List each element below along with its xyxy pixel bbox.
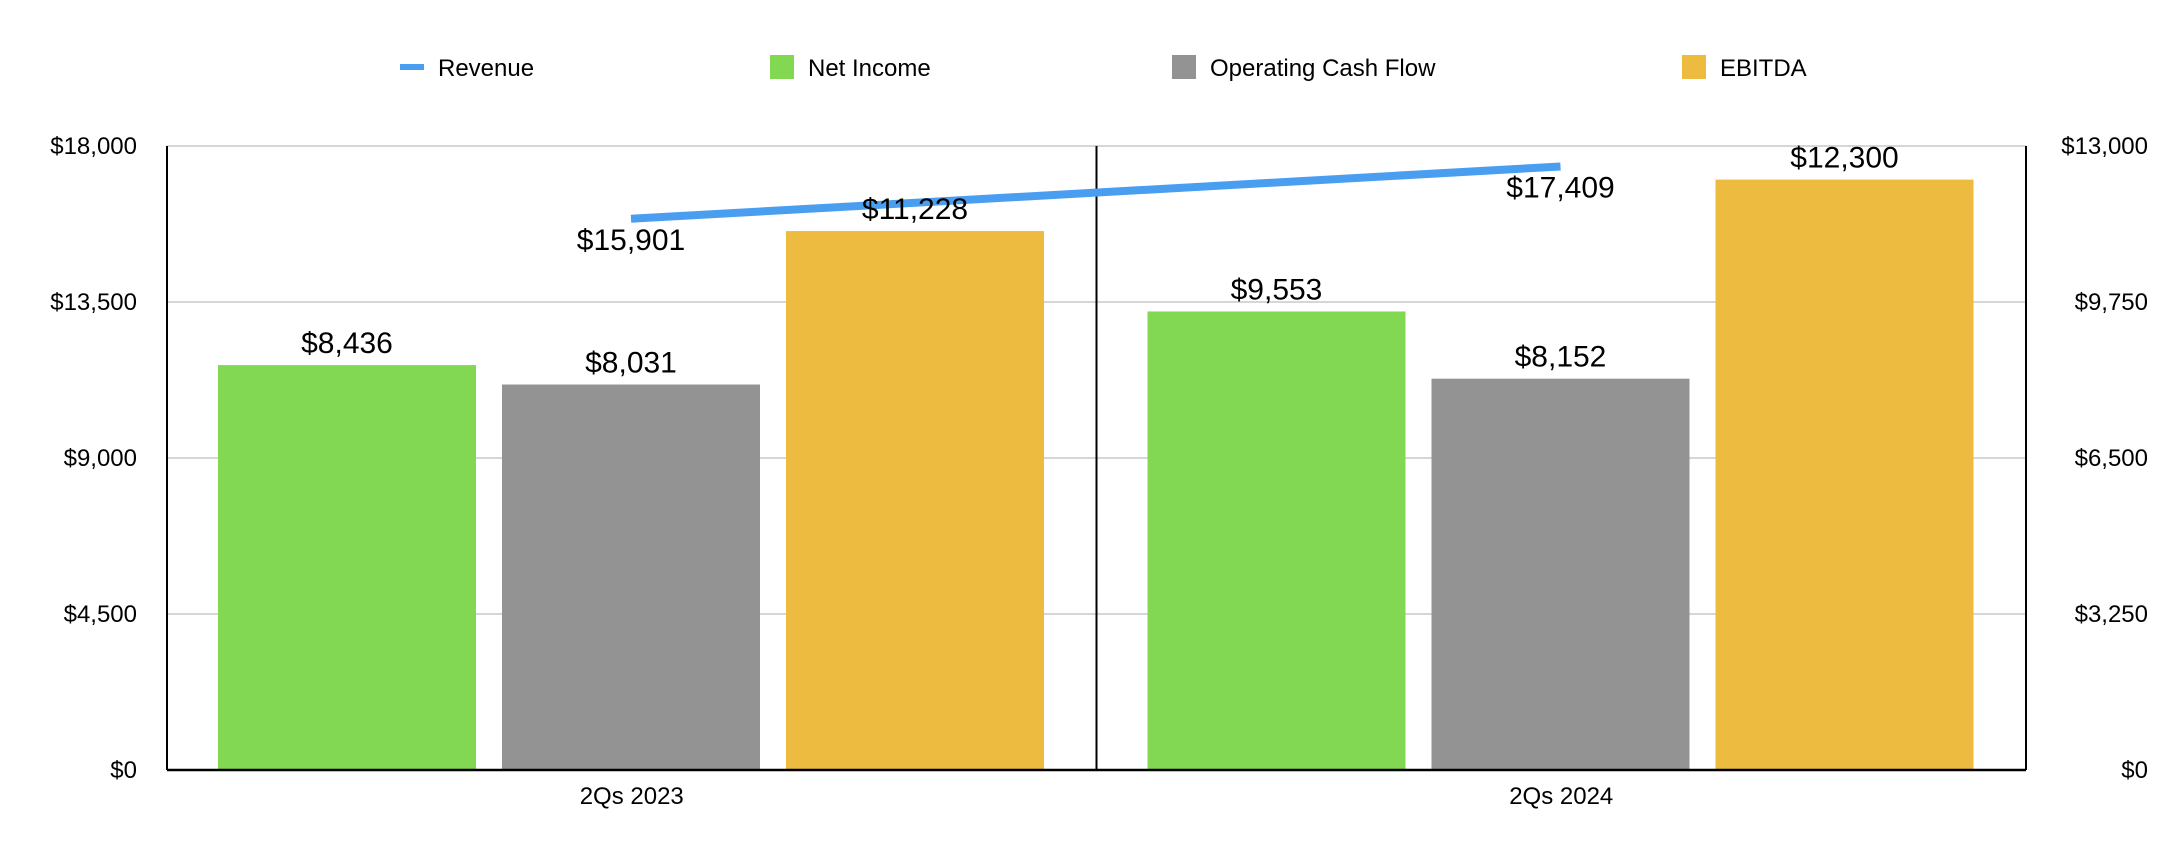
revenue-line bbox=[630, 162, 1561, 223]
right-axis-ticks: $0 $3,250 $6,500 $9,750 $13,000 bbox=[2061, 133, 2148, 784]
legend-label-ebitda: EBITDA bbox=[1720, 55, 1807, 82]
category-labels: 2Qs 2023 2Qs 2024 bbox=[580, 783, 1614, 810]
left-axis-tick-label: $0 bbox=[110, 757, 137, 784]
data-label-revenue: $17,409 bbox=[1506, 171, 1614, 204]
left-axis-tick-label: $18,000 bbox=[50, 133, 137, 160]
right-axis-tick-label: $9,750 bbox=[2075, 289, 2148, 316]
bar-net-income bbox=[218, 365, 476, 770]
legend-label-net-income: Net Income bbox=[808, 55, 931, 82]
category-label: 2Qs 2024 bbox=[1509, 783, 1613, 810]
left-axis-tick-label: $4,500 bbox=[64, 601, 137, 628]
left-axis-tick-label: $13,500 bbox=[50, 289, 137, 316]
data-label-operating-cash-flow: $8,031 bbox=[585, 347, 677, 380]
legend-swatch-revenue bbox=[400, 64, 424, 70]
bars bbox=[218, 179, 1974, 771]
data-label-ebitda: $11,228 bbox=[862, 193, 968, 226]
legend-swatch-operating-cash-flow bbox=[1172, 55, 1196, 79]
left-axis-ticks: $0 $4,500 $9,000 $13,500 $18,000 bbox=[50, 133, 137, 784]
data-labels: $8,436 $8,031 $11,228 $9,553 $8,152 $12,300 $1… bbox=[301, 142, 1899, 380]
data-label-net-income: $8,436 bbox=[301, 327, 393, 360]
bar-ebitda bbox=[786, 231, 1044, 770]
category-label: 2Qs 2023 bbox=[580, 783, 684, 810]
left-axis-tick-label: $9,000 bbox=[64, 445, 137, 472]
bar-operating-cash-flow bbox=[502, 384, 760, 770]
data-label-revenue: $15,901 bbox=[577, 224, 685, 257]
legend-swatch-ebitda bbox=[1682, 55, 1706, 79]
bar-operating-cash-flow bbox=[1431, 378, 1690, 770]
legend-swatch-net-income bbox=[770, 55, 794, 79]
data-label-net-income: $9,553 bbox=[1231, 273, 1323, 306]
data-label-ebitda: $12,300 bbox=[1790, 142, 1898, 175]
right-axis-tick-label: $13,000 bbox=[2061, 133, 2148, 160]
legend-label-operating-cash-flow: Operating Cash Flow bbox=[1210, 55, 1436, 82]
plot-frame bbox=[166, 146, 2027, 772]
right-axis-tick-label: $3,250 bbox=[2075, 601, 2148, 628]
right-axis-tick-label: $0 bbox=[2121, 757, 2148, 784]
legend: Revenue Net Income Operating Cash Flow EBIT… bbox=[400, 55, 1807, 82]
legend-label-revenue: Revenue bbox=[438, 55, 534, 82]
bar-ebitda bbox=[1715, 179, 1974, 771]
right-axis-tick-label: $6,500 bbox=[2075, 445, 2148, 472]
data-label-operating-cash-flow: $8,152 bbox=[1515, 341, 1607, 374]
bar-net-income bbox=[1147, 311, 1406, 770]
line-revenue bbox=[630, 162, 1561, 223]
